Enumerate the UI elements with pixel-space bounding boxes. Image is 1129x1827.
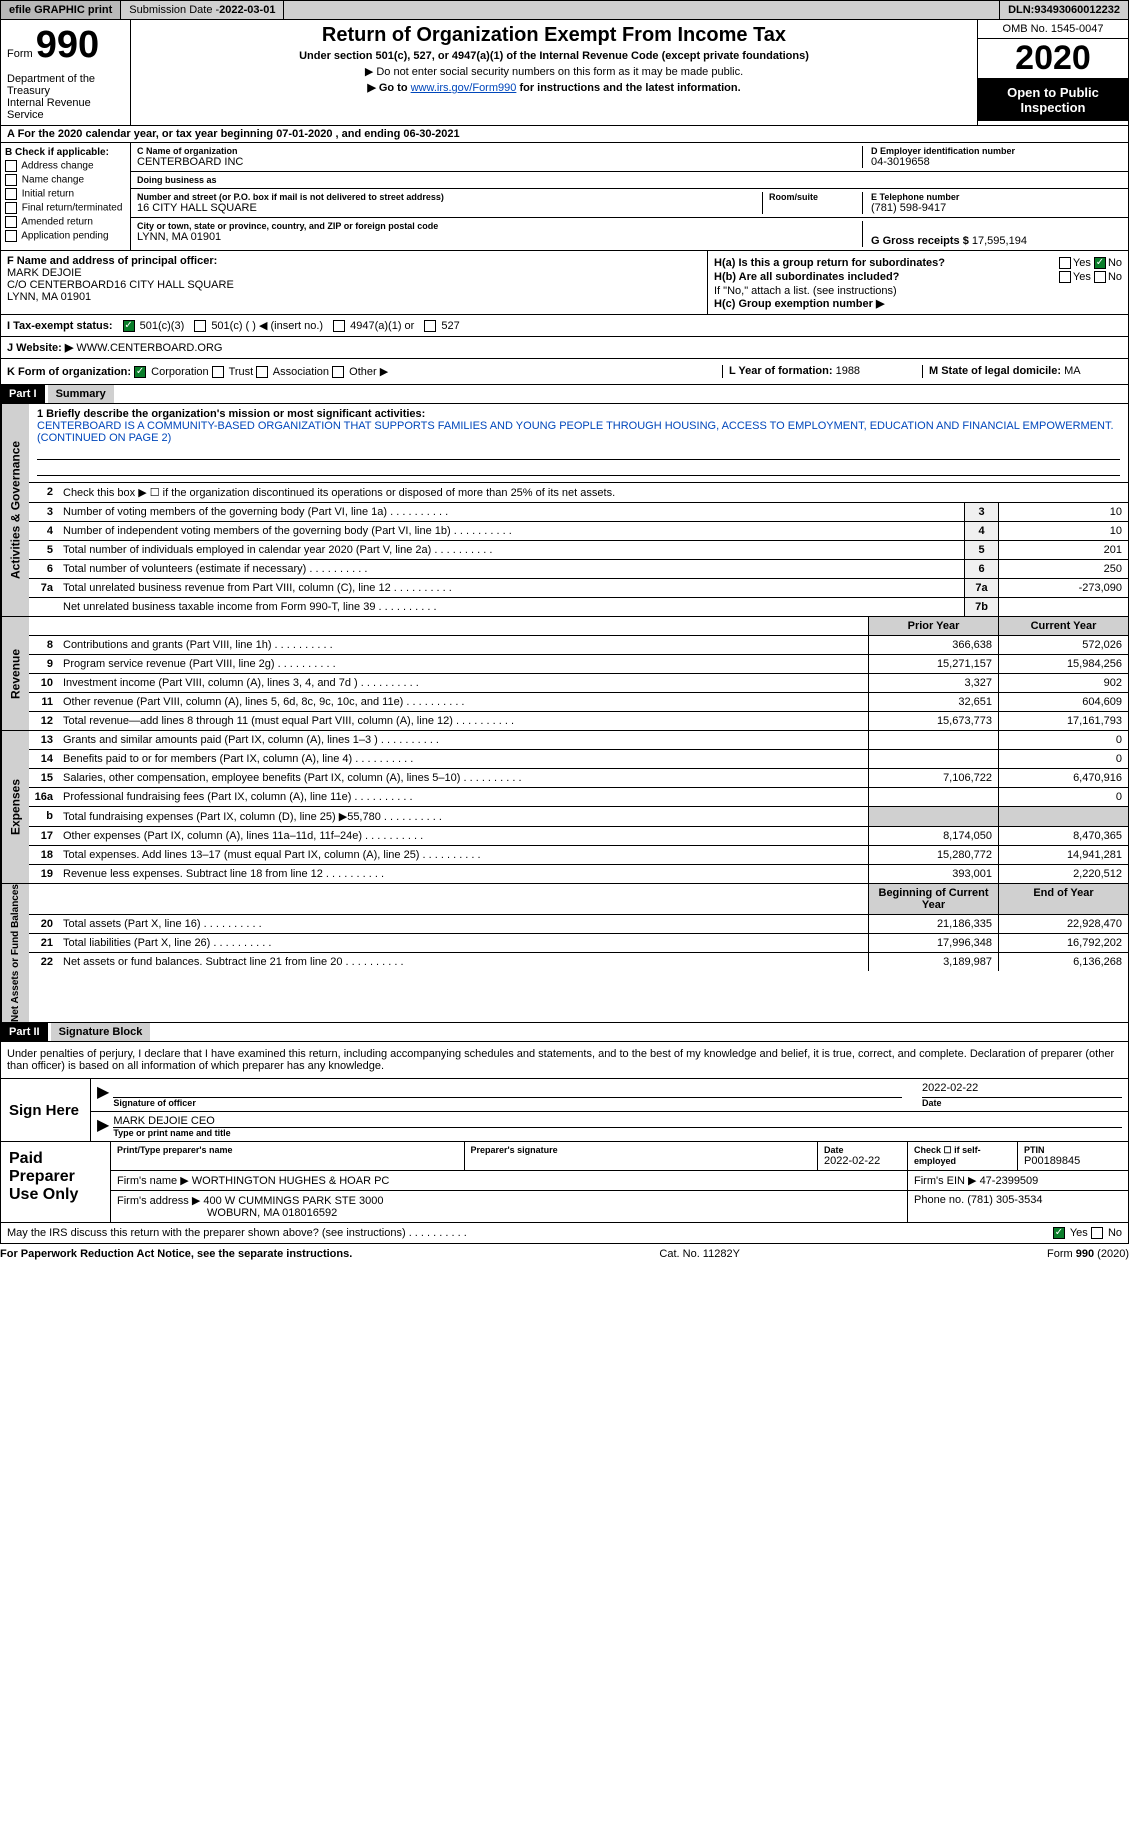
dba-label: Doing business as bbox=[137, 175, 862, 185]
current-year-hdr: Current Year bbox=[998, 617, 1128, 635]
chk-initial-return[interactable]: Initial return bbox=[5, 188, 126, 200]
dln: DLN: 93493060012232 bbox=[1000, 1, 1128, 19]
ptin: P00189845 bbox=[1024, 1155, 1080, 1167]
tax-period: A For the 2020 calendar year, or tax yea… bbox=[0, 126, 1129, 143]
chk-final-return[interactable]: Final return/terminated bbox=[5, 202, 126, 214]
section-f: F Name and address of principal officer:… bbox=[1, 251, 708, 314]
form-of-organization: K Form of organization: ✓ Corporation Tr… bbox=[7, 365, 722, 378]
org-name-label: C Name of organization bbox=[137, 146, 862, 156]
section-h: H(a) Is this a group return for subordin… bbox=[708, 251, 1128, 314]
sign-here-label: Sign Here bbox=[1, 1079, 91, 1141]
addr-value: 16 CITY HALL SQUARE bbox=[137, 202, 762, 214]
mission-text: CENTERBOARD IS A COMMUNITY-BASED ORGANIZ… bbox=[37, 420, 1114, 444]
submission-date: Submission Date - 2022-03-01 bbox=[121, 1, 284, 19]
firm-ein: 47-2399509 bbox=[980, 1175, 1039, 1187]
prep-date: 2022-02-22 bbox=[824, 1155, 880, 1167]
paperwork-notice: For Paperwork Reduction Act Notice, see … bbox=[0, 1248, 352, 1260]
top-bar: efile GRAPHIC print Submission Date - 20… bbox=[0, 0, 1129, 20]
sig-arrow-icon-2: ▶ bbox=[97, 1115, 109, 1138]
room-label: Room/suite bbox=[769, 192, 862, 202]
firm-addr: 400 W CUMMINGS PARK STE 3000 bbox=[203, 1195, 383, 1207]
form-header: Form 990 Department of the Treasury Inte… bbox=[0, 20, 1129, 126]
form-footer: Form 990 (2020) bbox=[1047, 1248, 1129, 1260]
officer-name: MARK DEJOIE bbox=[7, 267, 82, 279]
chk-address-change[interactable]: Address change bbox=[5, 160, 126, 172]
form-number: 990 bbox=[36, 24, 99, 66]
state-domicile: M State of legal domicile: MA bbox=[922, 365, 1122, 378]
ein-value: 04-3019658 bbox=[871, 156, 1122, 168]
line1-label: 1 Briefly describe the organization's mi… bbox=[37, 408, 425, 420]
city-label: City or town, state or province, country… bbox=[137, 221, 862, 231]
netassets-sidebar: Net Assets or Fund Balances bbox=[1, 884, 29, 1022]
form-title: Return of Organization Exempt From Incom… bbox=[139, 24, 969, 47]
cat-no: Cat. No. 11282Y bbox=[659, 1248, 740, 1260]
discuss-row: May the IRS discuss this return with the… bbox=[0, 1223, 1129, 1244]
paid-preparer-label: Paid Preparer Use Only bbox=[1, 1142, 111, 1222]
expenses-sidebar: Expenses bbox=[1, 731, 29, 883]
irs-link[interactable]: www.irs.gov/Form990 bbox=[411, 82, 517, 94]
website-value: WWW.CENTERBOARD.ORG bbox=[76, 342, 222, 354]
officer-addr2: LYNN, MA 01901 bbox=[7, 291, 91, 303]
chk-amended[interactable]: Amended return bbox=[5, 216, 126, 228]
gross-receipts-label: G Gross receipts $ bbox=[871, 235, 969, 247]
department-label: Department of the Treasury Internal Reve… bbox=[7, 73, 124, 121]
begin-year-hdr: Beginning of Current Year bbox=[868, 884, 998, 914]
sig-date: 2022-02-22 bbox=[922, 1082, 1122, 1098]
section-b: B Check if applicable: Address change Na… bbox=[1, 143, 131, 250]
tax-exempt-status: I Tax-exempt status: ✓ 501(c)(3) 501(c) … bbox=[0, 315, 1129, 337]
part1-title: Summary bbox=[48, 385, 114, 403]
website: J Website: ▶ WWW.CENTERBOARD.ORG bbox=[0, 337, 1129, 359]
form-note-1: ▶ Do not enter social security numbers o… bbox=[139, 65, 969, 78]
phone-label: E Telephone number bbox=[871, 192, 1122, 202]
year-formation: L Year of formation: 1988 bbox=[722, 365, 922, 378]
ein-label: D Employer identification number bbox=[871, 146, 1122, 156]
addr-label: Number and street (or P.O. box if mail i… bbox=[137, 192, 762, 202]
sig-officer-label: Signature of officer bbox=[113, 1098, 902, 1108]
org-name: CENTERBOARD INC bbox=[137, 156, 862, 168]
city-value: LYNN, MA 01901 bbox=[137, 231, 862, 243]
declaration: Under penalties of perjury, I declare th… bbox=[0, 1042, 1129, 1079]
officer-printed-name: MARK DEJOIE CEO bbox=[113, 1115, 1122, 1128]
officer-addr1: C/O CENTERBOARD16 CITY HALL SQUARE bbox=[7, 279, 234, 291]
governance-sidebar: Activities & Governance bbox=[1, 404, 29, 616]
form-note-2: ▶ Go to www.irs.gov/Form990 for instruct… bbox=[139, 81, 969, 94]
part1-header: Part I bbox=[1, 385, 45, 403]
firm-city: WOBURN, MA 018016592 bbox=[207, 1207, 337, 1219]
part2-title: Signature Block bbox=[51, 1023, 151, 1041]
chk-pending[interactable]: Application pending bbox=[5, 230, 126, 242]
end-year-hdr: End of Year bbox=[998, 884, 1128, 914]
part2-header: Part II bbox=[1, 1023, 48, 1041]
sig-date-label: Date bbox=[922, 1098, 1122, 1108]
inspection-label: Open to Public Inspection bbox=[978, 79, 1128, 121]
sig-arrow-icon: ▶ bbox=[97, 1082, 109, 1108]
revenue-sidebar: Revenue bbox=[1, 617, 29, 730]
line2: Check this box ▶ ☐ if the organization d… bbox=[59, 483, 1128, 502]
efile-print-button[interactable]: efile GRAPHIC print bbox=[1, 1, 121, 19]
firm-name: WORTHINGTON HUGHES & HOAR PC bbox=[192, 1175, 390, 1187]
printed-name-label: Type or print name and title bbox=[113, 1128, 1122, 1138]
form-subtitle: Under section 501(c), 527, or 4947(a)(1)… bbox=[139, 50, 969, 62]
firm-phone: (781) 305-3534 bbox=[967, 1194, 1042, 1206]
tax-year: 2020 bbox=[978, 39, 1128, 79]
gross-receipts-value: 17,595,194 bbox=[972, 235, 1027, 247]
form-prefix: Form bbox=[7, 48, 33, 60]
prior-year-hdr: Prior Year bbox=[868, 617, 998, 635]
chk-name-change[interactable]: Name change bbox=[5, 174, 126, 186]
omb-number: OMB No. 1545-0047 bbox=[978, 20, 1128, 39]
phone-value: (781) 598-9417 bbox=[871, 202, 1122, 214]
